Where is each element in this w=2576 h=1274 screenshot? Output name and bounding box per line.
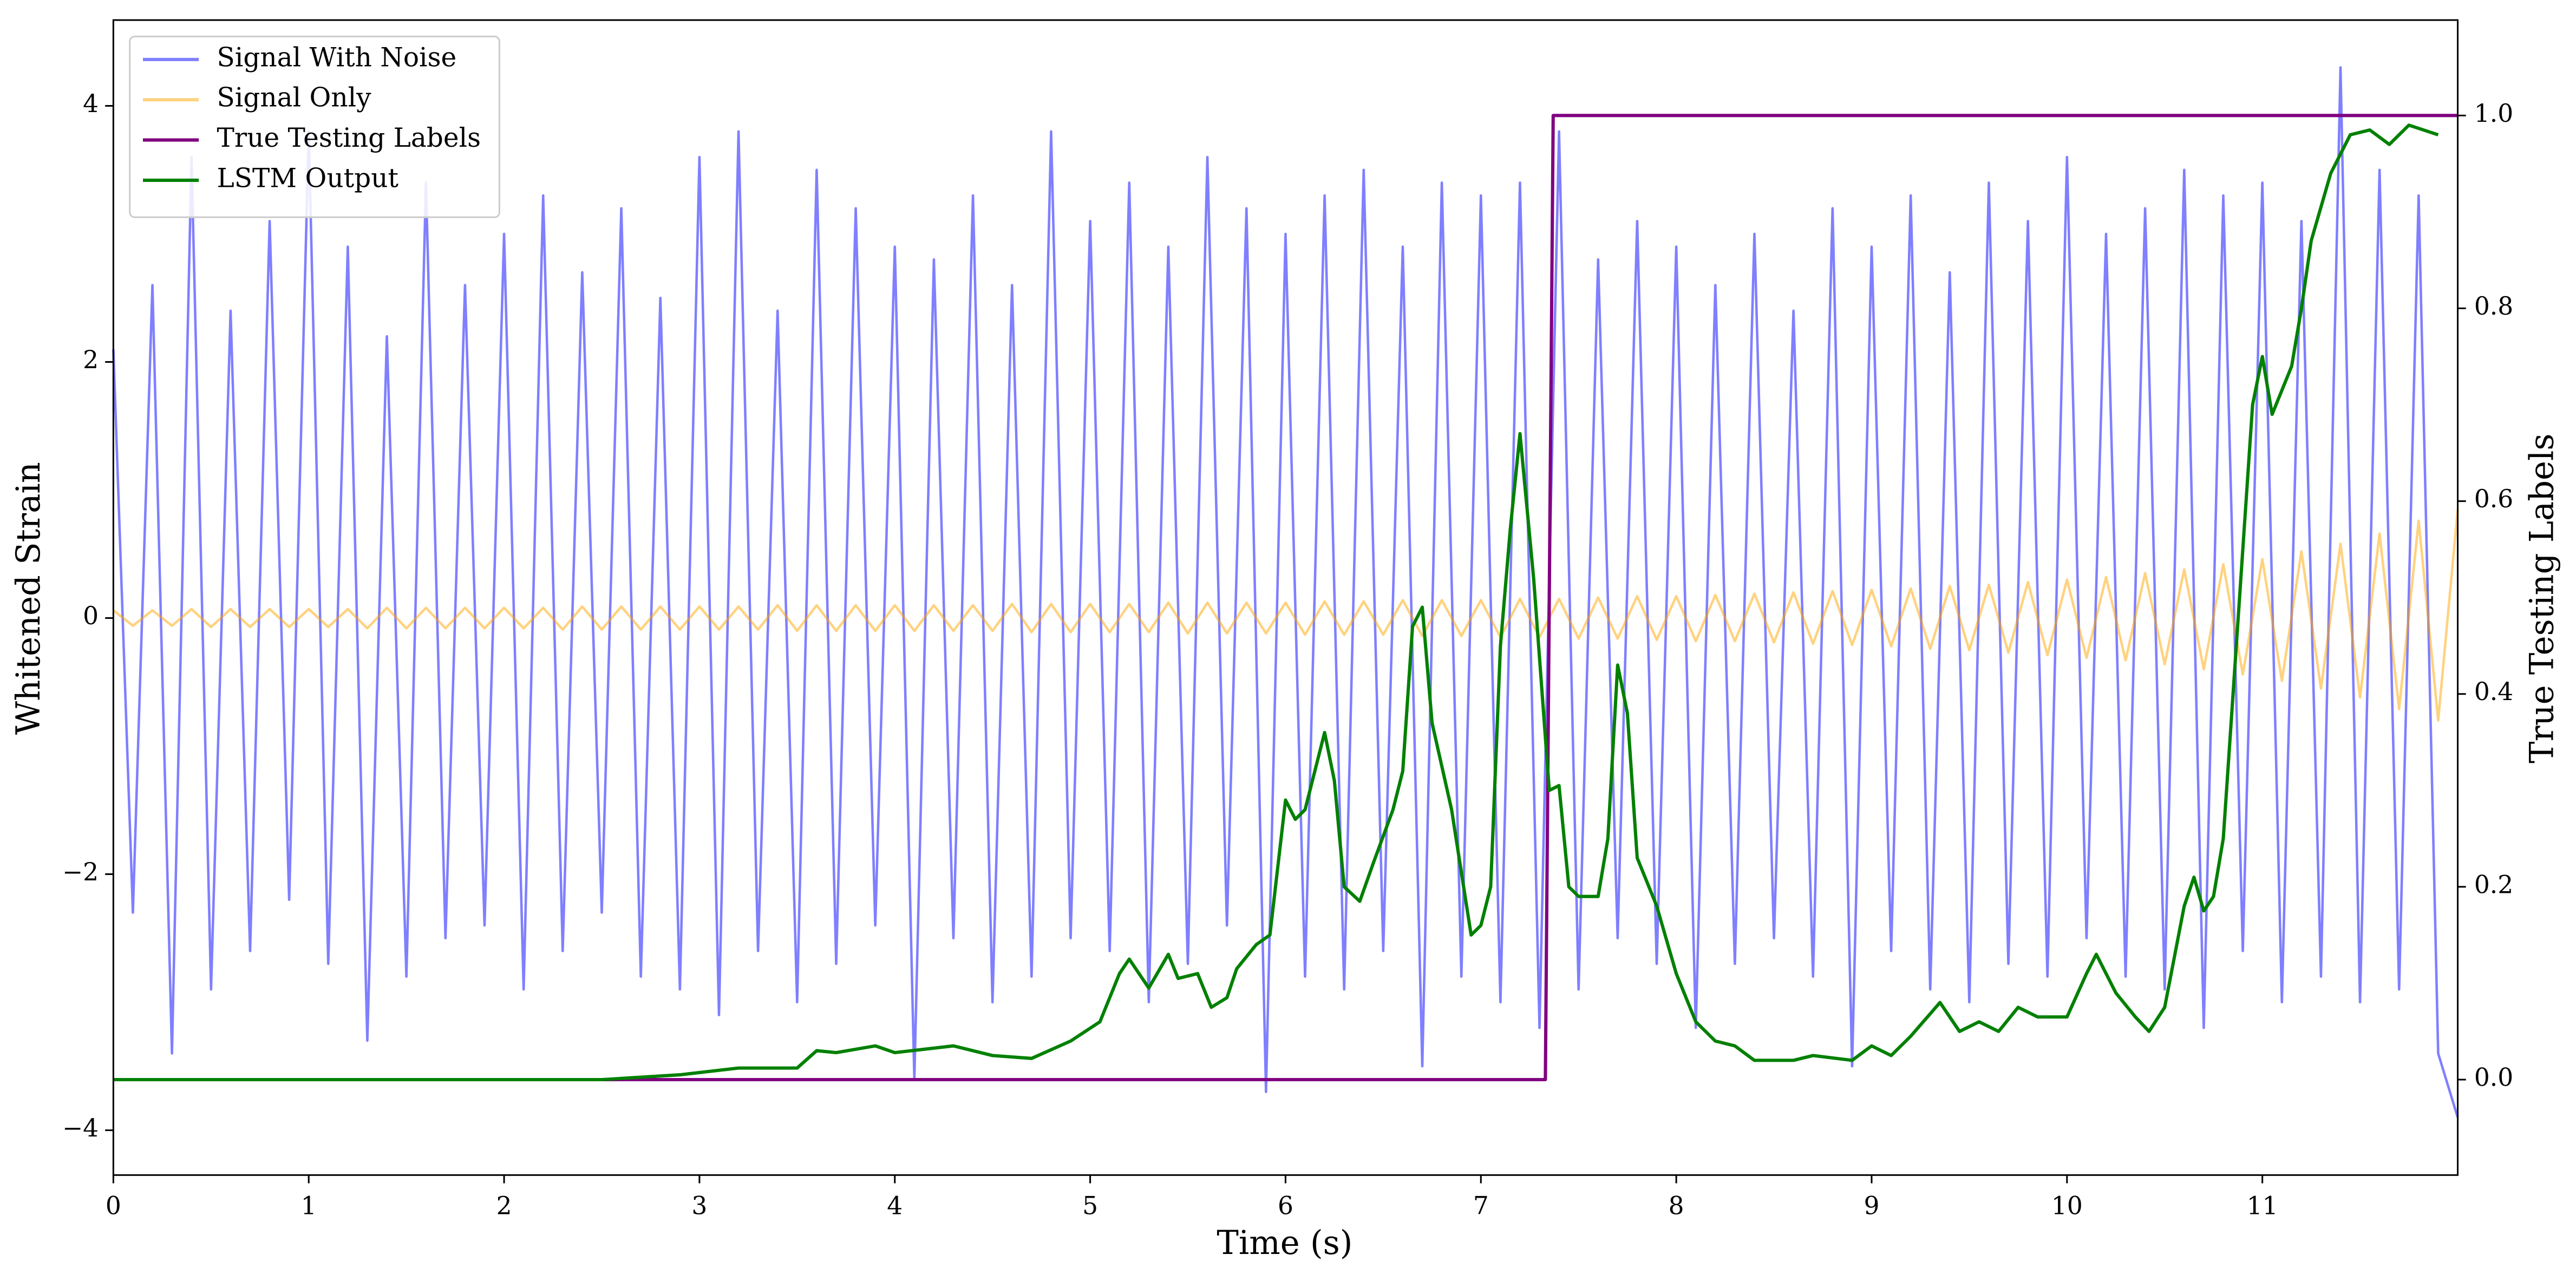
- x-tick-label: 4: [887, 1191, 903, 1220]
- x-tick-label: 6: [1278, 1191, 1293, 1220]
- x-tick-label: 10: [2051, 1191, 2083, 1220]
- x-tick-label: 7: [1473, 1191, 1489, 1220]
- y-tick-label: 4: [83, 89, 99, 118]
- y-tick-label: −4: [62, 1114, 99, 1142]
- legend-label: LSTM Output: [217, 163, 399, 193]
- series-line: [112, 66, 2459, 1118]
- x-tick-label: 3: [691, 1191, 707, 1220]
- series-line: [113, 123, 2439, 1082]
- y-tick-label: 0: [83, 602, 99, 630]
- legend-label: True Testing Labels: [217, 123, 481, 153]
- plot-area: [112, 66, 2459, 1118]
- y2-tick-label: 0.6: [2474, 485, 2513, 513]
- x-tick-label: 11: [2247, 1191, 2278, 1220]
- x-tick-label: 0: [106, 1191, 121, 1220]
- x-tick-label: 5: [1082, 1191, 1098, 1220]
- y2-tick-label: 0.2: [2474, 870, 2513, 899]
- y2-tick-label: 0.0: [2474, 1063, 2513, 1092]
- x-tick-label: 9: [1864, 1191, 1880, 1220]
- legend-box: [129, 35, 500, 218]
- y-axis-label: Whitened Strain: [10, 462, 48, 735]
- y2-tick-label: 0.4: [2474, 677, 2513, 706]
- series-line: [113, 114, 2458, 1082]
- series-line: [112, 509, 2459, 722]
- y2-axis-label: True Testing Labels: [2523, 434, 2561, 763]
- legend-label: Signal With Noise: [217, 42, 457, 73]
- x-tick-label: 8: [1669, 1191, 1684, 1220]
- y2-tick-label: 1.0: [2474, 99, 2513, 128]
- x-axis-label: Time (s): [1217, 1224, 1352, 1262]
- legend: Signal With Noise Signal Only True Testing…: [129, 35, 500, 218]
- x-tick-label: 2: [496, 1191, 512, 1220]
- y-tick-label: −2: [62, 858, 99, 886]
- y-tick-label: 2: [83, 345, 99, 374]
- y2-tick-label: 0.8: [2474, 292, 2513, 321]
- x-tick-label: 1: [301, 1191, 317, 1220]
- legend-label: Signal Only: [217, 83, 372, 113]
